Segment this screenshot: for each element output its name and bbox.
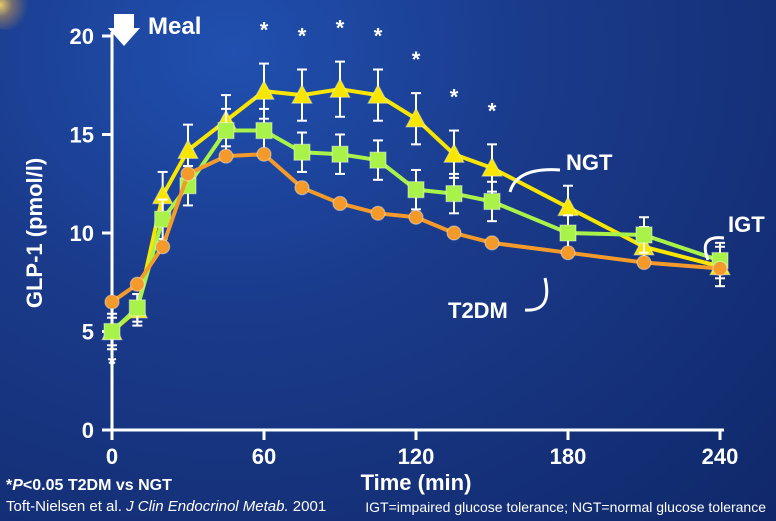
- significance-asterisk: *: [412, 47, 421, 72]
- marker-square: [104, 324, 120, 340]
- significance-asterisk: *: [108, 352, 117, 377]
- marker-square: [560, 225, 576, 241]
- significance-asterisk: *: [374, 23, 383, 48]
- y-tick-label: 20: [70, 24, 94, 49]
- x-axis-label: Time (min): [361, 470, 472, 495]
- significance-asterisk: *: [450, 85, 459, 110]
- citation-journal: J Clin Endocrinol Metab.: [126, 498, 289, 515]
- y-axis-label: GLP-1 (pmol/l): [22, 158, 47, 308]
- marker-circle: [713, 261, 727, 275]
- marker-circle: [257, 147, 271, 161]
- y-tick-label: 15: [70, 123, 94, 148]
- label-arrow: [525, 278, 547, 310]
- x-tick-label: 180: [550, 444, 587, 469]
- marker-triangle: [330, 79, 350, 97]
- significance-asterisk: *: [260, 18, 269, 43]
- meal-label: Meal: [148, 13, 201, 40]
- marker-square: [218, 123, 234, 139]
- significance-asterisk: *: [488, 98, 497, 123]
- marker-square: [446, 186, 462, 202]
- marker-circle: [637, 256, 651, 270]
- citation-year: 2001: [289, 498, 327, 515]
- significance-asterisk: *: [336, 16, 345, 41]
- footnote-citation: Toft-Nielsen et al. J Clin Endocrinol Me…: [6, 498, 326, 515]
- marker-circle: [181, 167, 195, 181]
- series-label-t2dm: T2DM: [448, 298, 508, 323]
- legend-text: IGT=impaired glucose tolerance; NGT=norm…: [365, 499, 766, 515]
- marker-triangle: [406, 108, 426, 126]
- marker-circle: [561, 246, 575, 260]
- marker-circle: [447, 226, 461, 240]
- marker-circle: [409, 210, 423, 224]
- pval-P: P: [12, 477, 23, 494]
- y-tick-label: 5: [82, 320, 94, 345]
- y-tick-label: 10: [70, 221, 94, 246]
- x-tick-label: 60: [252, 444, 276, 469]
- series-label-ngt: NGT: [566, 150, 613, 175]
- x-tick-label: 120: [398, 444, 435, 469]
- chart-container: 0 60 120 180 240 0 5 10 15 20 Time (min) GLP-1 (pmo…: [0, 0, 776, 521]
- marker-circle: [156, 240, 170, 254]
- marker-triangle: [558, 197, 578, 215]
- marker-square: [294, 144, 310, 160]
- marker-square: [370, 152, 386, 168]
- footnote-legend: IGT=impaired glucose tolerance; NGT=norm…: [365, 499, 766, 515]
- y-tick-label: 0: [82, 418, 94, 443]
- series-label-igt: IGT: [728, 212, 765, 237]
- marker-circle: [295, 181, 309, 195]
- footnote-pvalue: *P<0.05 T2DM vs NGT: [6, 477, 172, 495]
- x-tick-label: 240: [702, 444, 739, 469]
- marker-circle: [371, 206, 385, 220]
- marker-circle: [219, 149, 233, 163]
- marker-square: [484, 193, 500, 209]
- citation-authors: Toft-Nielsen et al.: [6, 498, 126, 515]
- pval-text: <0.05 T2DM vs NGT: [23, 477, 172, 494]
- significance-asterisk: *: [298, 23, 307, 48]
- marker-square: [129, 300, 145, 316]
- series-line-igt: [112, 131, 720, 332]
- chart-svg: 0 60 120 180 240 0 5 10 15 20 Time (min) GLP-1 (pmo…: [0, 0, 776, 521]
- marker-circle: [105, 295, 119, 309]
- marker-square: [408, 182, 424, 198]
- marker-square: [636, 227, 652, 243]
- marker-circle: [485, 236, 499, 250]
- marker-circle: [333, 196, 347, 210]
- marker-square: [256, 123, 272, 139]
- marker-square: [332, 146, 348, 162]
- marker-circle: [130, 277, 144, 291]
- x-tick-label: 0: [106, 444, 118, 469]
